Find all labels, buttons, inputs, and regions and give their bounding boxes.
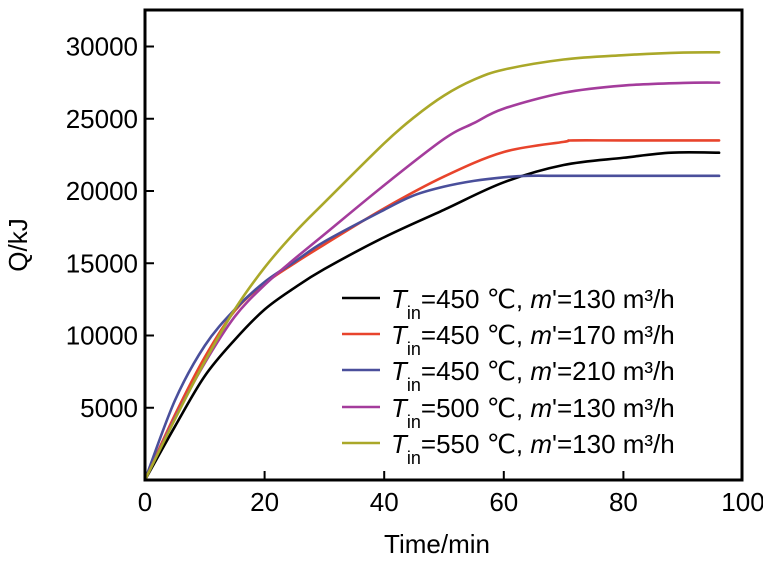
legend-label: Tin=450 ℃, m'=170 m³/h: [391, 320, 675, 359]
x-axis-label: Time/min: [384, 529, 490, 559]
y-tick-label: 5000: [80, 393, 138, 423]
legend-t-symbol: T: [391, 320, 409, 350]
x-axis: 0 20 40 60 80 100: [138, 471, 763, 517]
legend-subscript: in: [407, 303, 421, 323]
legend-label: Tin=550 ℃, m'=130 m³/h: [391, 429, 675, 468]
legend-subscript: in: [407, 412, 421, 432]
legend-flow: '=130 m³/h: [552, 284, 675, 314]
series-layer: [145, 50, 721, 480]
legend-temp: =450 ℃,: [421, 320, 530, 350]
legend-t-symbol: T: [391, 429, 409, 459]
legend-m-symbol: m: [530, 320, 552, 350]
y-tick-label: 10000: [66, 321, 138, 351]
legend-flow: '=130 m³/h: [552, 393, 675, 423]
series-line-1: [145, 151, 721, 480]
legend-item: Tin=450 ℃, m'=210 m³/h: [342, 356, 675, 395]
legend-item: Tin=450 ℃, m'=130 m³/h: [342, 284, 675, 323]
legend-subscript: in: [407, 375, 421, 395]
legend-subscript: in: [407, 339, 421, 359]
x-tick-label: 60: [489, 487, 518, 517]
legend-m-symbol: m: [530, 429, 552, 459]
legend-temp: =500 ℃,: [421, 393, 530, 423]
legend-temp: =550 ℃,: [421, 429, 530, 459]
y-tick-label: 20000: [66, 176, 138, 206]
legend-temp: =450 ℃,: [421, 356, 530, 386]
legend-m-symbol: m: [530, 356, 552, 386]
x-tick-label: 40: [370, 487, 399, 517]
legend-label: Tin=500 ℃, m'=130 m³/h: [391, 393, 675, 432]
legend-flow: '=130 m³/h: [552, 429, 675, 459]
legend-label: Tin=450 ℃, m'=210 m³/h: [391, 356, 675, 395]
x-tick-label: 20: [250, 487, 279, 517]
x-tick-label: 0: [138, 487, 152, 517]
legend-item: Tin=500 ℃, m'=130 m³/h: [342, 393, 675, 432]
legend-item: Tin=550 ℃, m'=130 m³/h: [342, 429, 675, 468]
y-tick-label: 30000: [66, 32, 138, 62]
x-tick-label: 100: [721, 487, 763, 517]
legend-subscript: in: [407, 448, 421, 468]
y-axis: 5000 10000 15000 20000 25000 30000: [66, 32, 154, 423]
x-tick-label: 80: [609, 487, 638, 517]
legend-temp: =450 ℃,: [421, 284, 530, 314]
legend-m-symbol: m: [530, 393, 552, 423]
plot-frame: [143, 8, 744, 482]
y-tick-label: 25000: [66, 104, 138, 134]
y-tick-label: 15000: [66, 248, 138, 278]
legend-flow: '=170 m³/h: [552, 320, 675, 350]
y-axis-label: Q/kJ: [3, 218, 33, 271]
legend-flow: '=210 m³/h: [552, 356, 675, 386]
legend-t-symbol: T: [391, 393, 409, 423]
legend-label: Tin=450 ℃, m'=130 m³/h: [391, 284, 675, 323]
series-line-5: [145, 50, 721, 480]
legend-item: Tin=450 ℃, m'=170 m³/h: [342, 320, 675, 359]
legend-t-symbol: T: [391, 356, 409, 386]
legend-m-symbol: m: [530, 284, 552, 314]
legend-t-symbol: T: [391, 284, 409, 314]
series-line-3: [145, 174, 721, 480]
